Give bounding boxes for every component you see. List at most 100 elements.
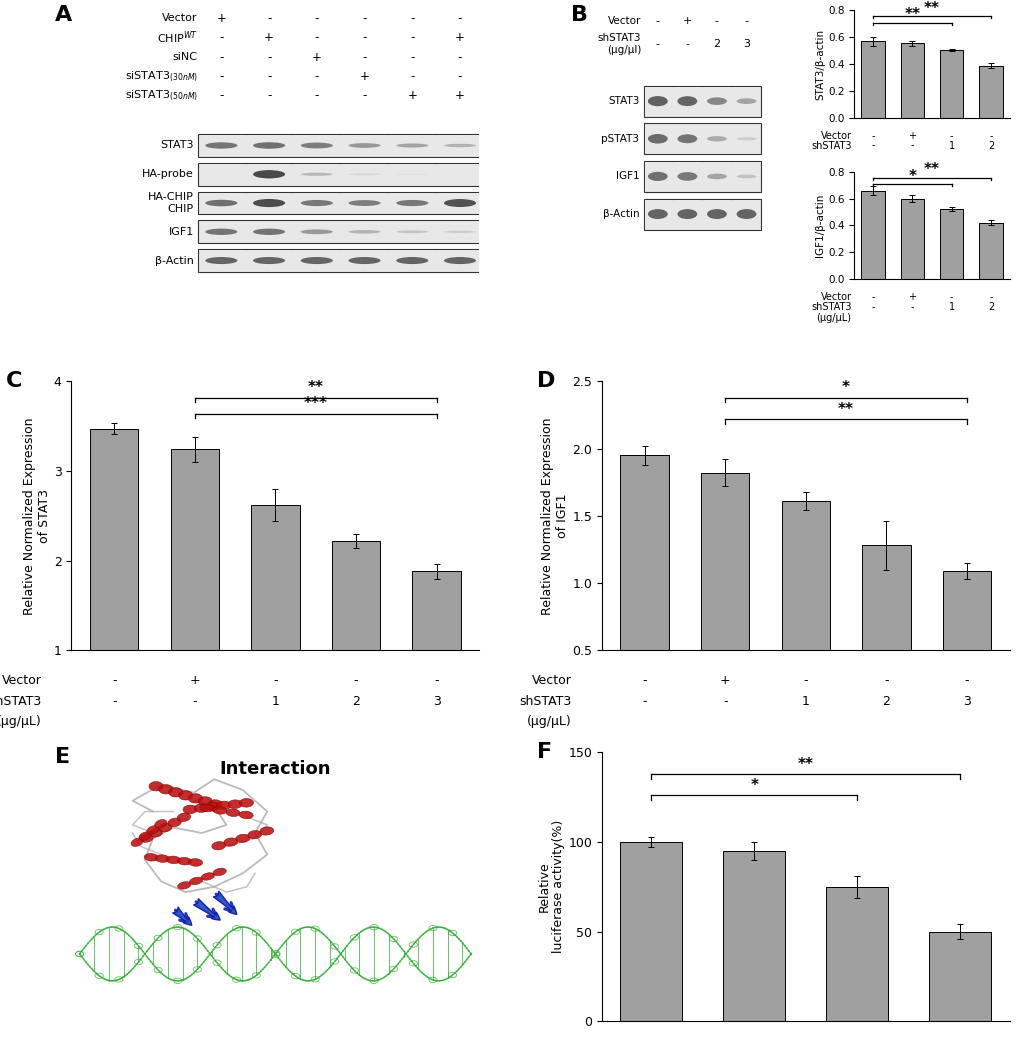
Y-axis label: Relative Normalized Expression
of STAT3: Relative Normalized Expression of STAT3 <box>23 417 51 615</box>
Bar <box>438 193 481 214</box>
Ellipse shape <box>159 785 173 794</box>
Text: **: ** <box>797 756 813 772</box>
Text: Vector: Vector <box>2 674 42 688</box>
Text: -: - <box>910 302 913 312</box>
Text: 1: 1 <box>948 302 954 312</box>
Text: β-Actin: β-Actin <box>155 255 194 266</box>
Bar <box>438 165 481 184</box>
Bar <box>733 88 759 116</box>
Text: (μg/μL): (μg/μL) <box>0 715 42 727</box>
Text: siSTAT3$_{(50nM)}$: siSTAT3$_{(50nM)}$ <box>124 89 198 103</box>
Bar <box>900 44 923 118</box>
Text: -: - <box>314 70 319 83</box>
Bar <box>703 163 730 191</box>
Text: 1: 1 <box>801 695 809 708</box>
Y-axis label: IGF1/β-actin: IGF1/β-actin <box>814 194 824 257</box>
Ellipse shape <box>348 257 380 264</box>
Text: -: - <box>410 51 414 64</box>
Ellipse shape <box>205 143 237 149</box>
Bar <box>644 163 671 191</box>
Ellipse shape <box>213 868 226 875</box>
Text: -: - <box>314 13 319 25</box>
Ellipse shape <box>235 835 250 843</box>
Ellipse shape <box>149 782 163 791</box>
Ellipse shape <box>182 805 197 814</box>
Text: -: - <box>362 13 367 25</box>
Text: -: - <box>988 131 991 141</box>
Bar <box>644 88 671 116</box>
Text: shSTAT3: shSTAT3 <box>810 302 851 312</box>
Ellipse shape <box>395 200 428 206</box>
Text: siSTAT3$_{(30nM)}$: siSTAT3$_{(30nM)}$ <box>124 70 198 83</box>
Text: -: - <box>744 17 748 26</box>
Ellipse shape <box>260 826 273 835</box>
Bar <box>198 163 483 185</box>
Text: siNC: siNC <box>172 52 198 63</box>
Text: -: - <box>642 674 646 688</box>
Bar <box>781 501 829 717</box>
Bar <box>296 222 338 242</box>
Bar <box>825 887 888 1021</box>
Text: -: - <box>655 17 659 26</box>
Ellipse shape <box>198 797 212 807</box>
Ellipse shape <box>239 798 254 808</box>
Text: STAT3: STAT3 <box>160 141 194 150</box>
Text: -: - <box>112 695 116 708</box>
Text: IGF1: IGF1 <box>168 227 194 237</box>
Text: -: - <box>458 70 462 83</box>
Ellipse shape <box>131 838 143 846</box>
Ellipse shape <box>208 800 222 810</box>
Ellipse shape <box>155 854 169 863</box>
Text: Vector: Vector <box>532 674 572 688</box>
Ellipse shape <box>348 230 380 233</box>
Y-axis label: STAT3/β-actin: STAT3/β-actin <box>814 28 824 100</box>
Text: +: + <box>908 131 915 141</box>
Bar <box>861 191 884 279</box>
Bar <box>342 193 385 214</box>
Bar <box>978 66 1002 118</box>
Bar <box>412 571 461 740</box>
Ellipse shape <box>395 257 428 264</box>
Bar <box>390 222 433 242</box>
Bar <box>620 842 682 1021</box>
Ellipse shape <box>190 877 203 885</box>
Text: -: - <box>870 131 874 141</box>
Text: -: - <box>870 292 874 302</box>
Ellipse shape <box>647 209 667 219</box>
Bar <box>438 250 481 271</box>
Text: -: - <box>267 51 271 64</box>
Ellipse shape <box>395 230 428 233</box>
Text: -: - <box>685 39 689 49</box>
Text: **: ** <box>308 380 323 395</box>
Bar <box>198 220 483 243</box>
Ellipse shape <box>139 832 151 840</box>
Ellipse shape <box>168 788 182 797</box>
Bar <box>198 192 483 215</box>
Text: +: + <box>908 292 915 302</box>
Bar <box>296 135 338 155</box>
Ellipse shape <box>736 138 756 141</box>
Text: -: - <box>870 141 874 150</box>
Bar <box>331 541 380 740</box>
Text: (μg/μL): (μg/μL) <box>816 313 851 323</box>
Text: E: E <box>55 747 70 767</box>
Text: -: - <box>267 13 271 25</box>
Text: **: ** <box>904 7 919 22</box>
Text: -: - <box>267 90 271 102</box>
Ellipse shape <box>736 98 756 104</box>
Ellipse shape <box>217 801 230 810</box>
Text: -: - <box>314 90 319 102</box>
Text: -: - <box>273 674 277 688</box>
Bar <box>248 193 290 214</box>
Text: CHIP$^{WT}$: CHIP$^{WT}$ <box>157 29 198 46</box>
Text: 2: 2 <box>986 141 994 150</box>
Ellipse shape <box>147 825 159 834</box>
Text: shSTAT3: shSTAT3 <box>0 695 42 708</box>
Text: pSTAT3: pSTAT3 <box>601 133 639 144</box>
Bar <box>733 200 759 228</box>
Bar <box>198 249 483 272</box>
Text: Vector: Vector <box>162 14 198 24</box>
Ellipse shape <box>736 209 756 219</box>
Ellipse shape <box>213 807 226 814</box>
Ellipse shape <box>301 229 332 234</box>
